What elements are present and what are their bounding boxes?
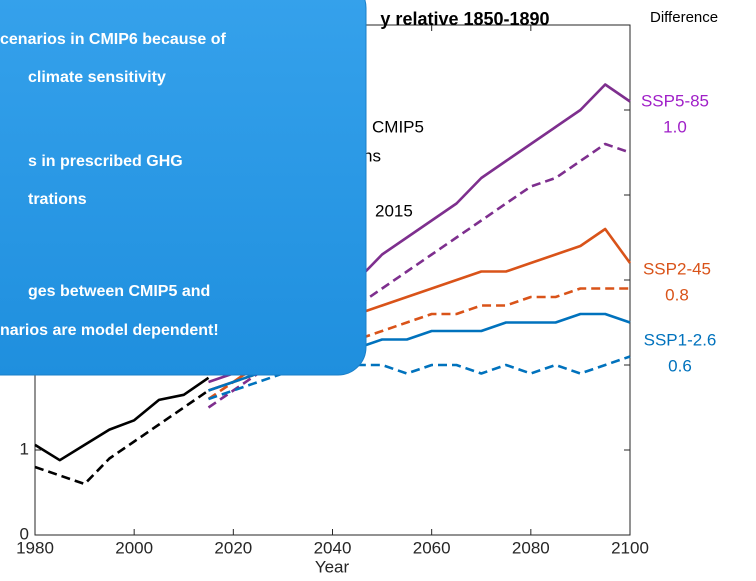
scenario-label: SSP5-85 — [641, 91, 709, 110]
annotation: ns — [363, 146, 381, 165]
scenario-label: SSP2-45 — [643, 259, 711, 278]
annotation: 2015 — [375, 201, 413, 220]
x-tick-label: 2020 — [214, 538, 252, 557]
callout-text: narios are model dependent! — [0, 322, 219, 339]
scenario-value: 0.6 — [668, 356, 692, 375]
callout-text: s in prescribed GHG — [28, 153, 183, 170]
x-tick-label: 2000 — [115, 538, 153, 557]
series-line — [34, 376, 210, 462]
callout-text: trations — [28, 191, 87, 208]
scenario-label: SSP1-2.6 — [644, 330, 717, 349]
callout: cenarios in CMIP6 because of climate sen… — [0, 0, 367, 376]
series-line — [34, 389, 210, 486]
callout-text: ges between CMIP5 and — [28, 283, 210, 300]
y-tick-label: 1 — [20, 439, 29, 458]
y-tick-label: 0 — [20, 524, 29, 543]
x-axis-label: Year — [315, 557, 350, 576]
annotation: CMIP5 — [372, 117, 424, 136]
callout-box — [0, 0, 367, 376]
x-tick-label: 2080 — [512, 538, 550, 557]
scenario-value: 0.8 — [665, 285, 689, 304]
x-tick-label: 2040 — [314, 538, 352, 557]
x-tick-label: 2060 — [413, 538, 451, 557]
x-tick-label: 1980 — [16, 538, 54, 557]
callout-text: cenarios in CMIP6 because of — [0, 31, 227, 48]
scenario-value: 1.0 — [663, 117, 687, 136]
chart-title: y relative 1850-1890 — [380, 9, 549, 29]
annotations: Difference CMIP5 ns 2015 SSP5-85 1.0 SSP… — [363, 9, 718, 376]
annotation: Difference — [650, 9, 718, 26]
callout-text: climate sensitivity — [28, 69, 166, 86]
x-tick-label: 2100 — [611, 538, 649, 557]
